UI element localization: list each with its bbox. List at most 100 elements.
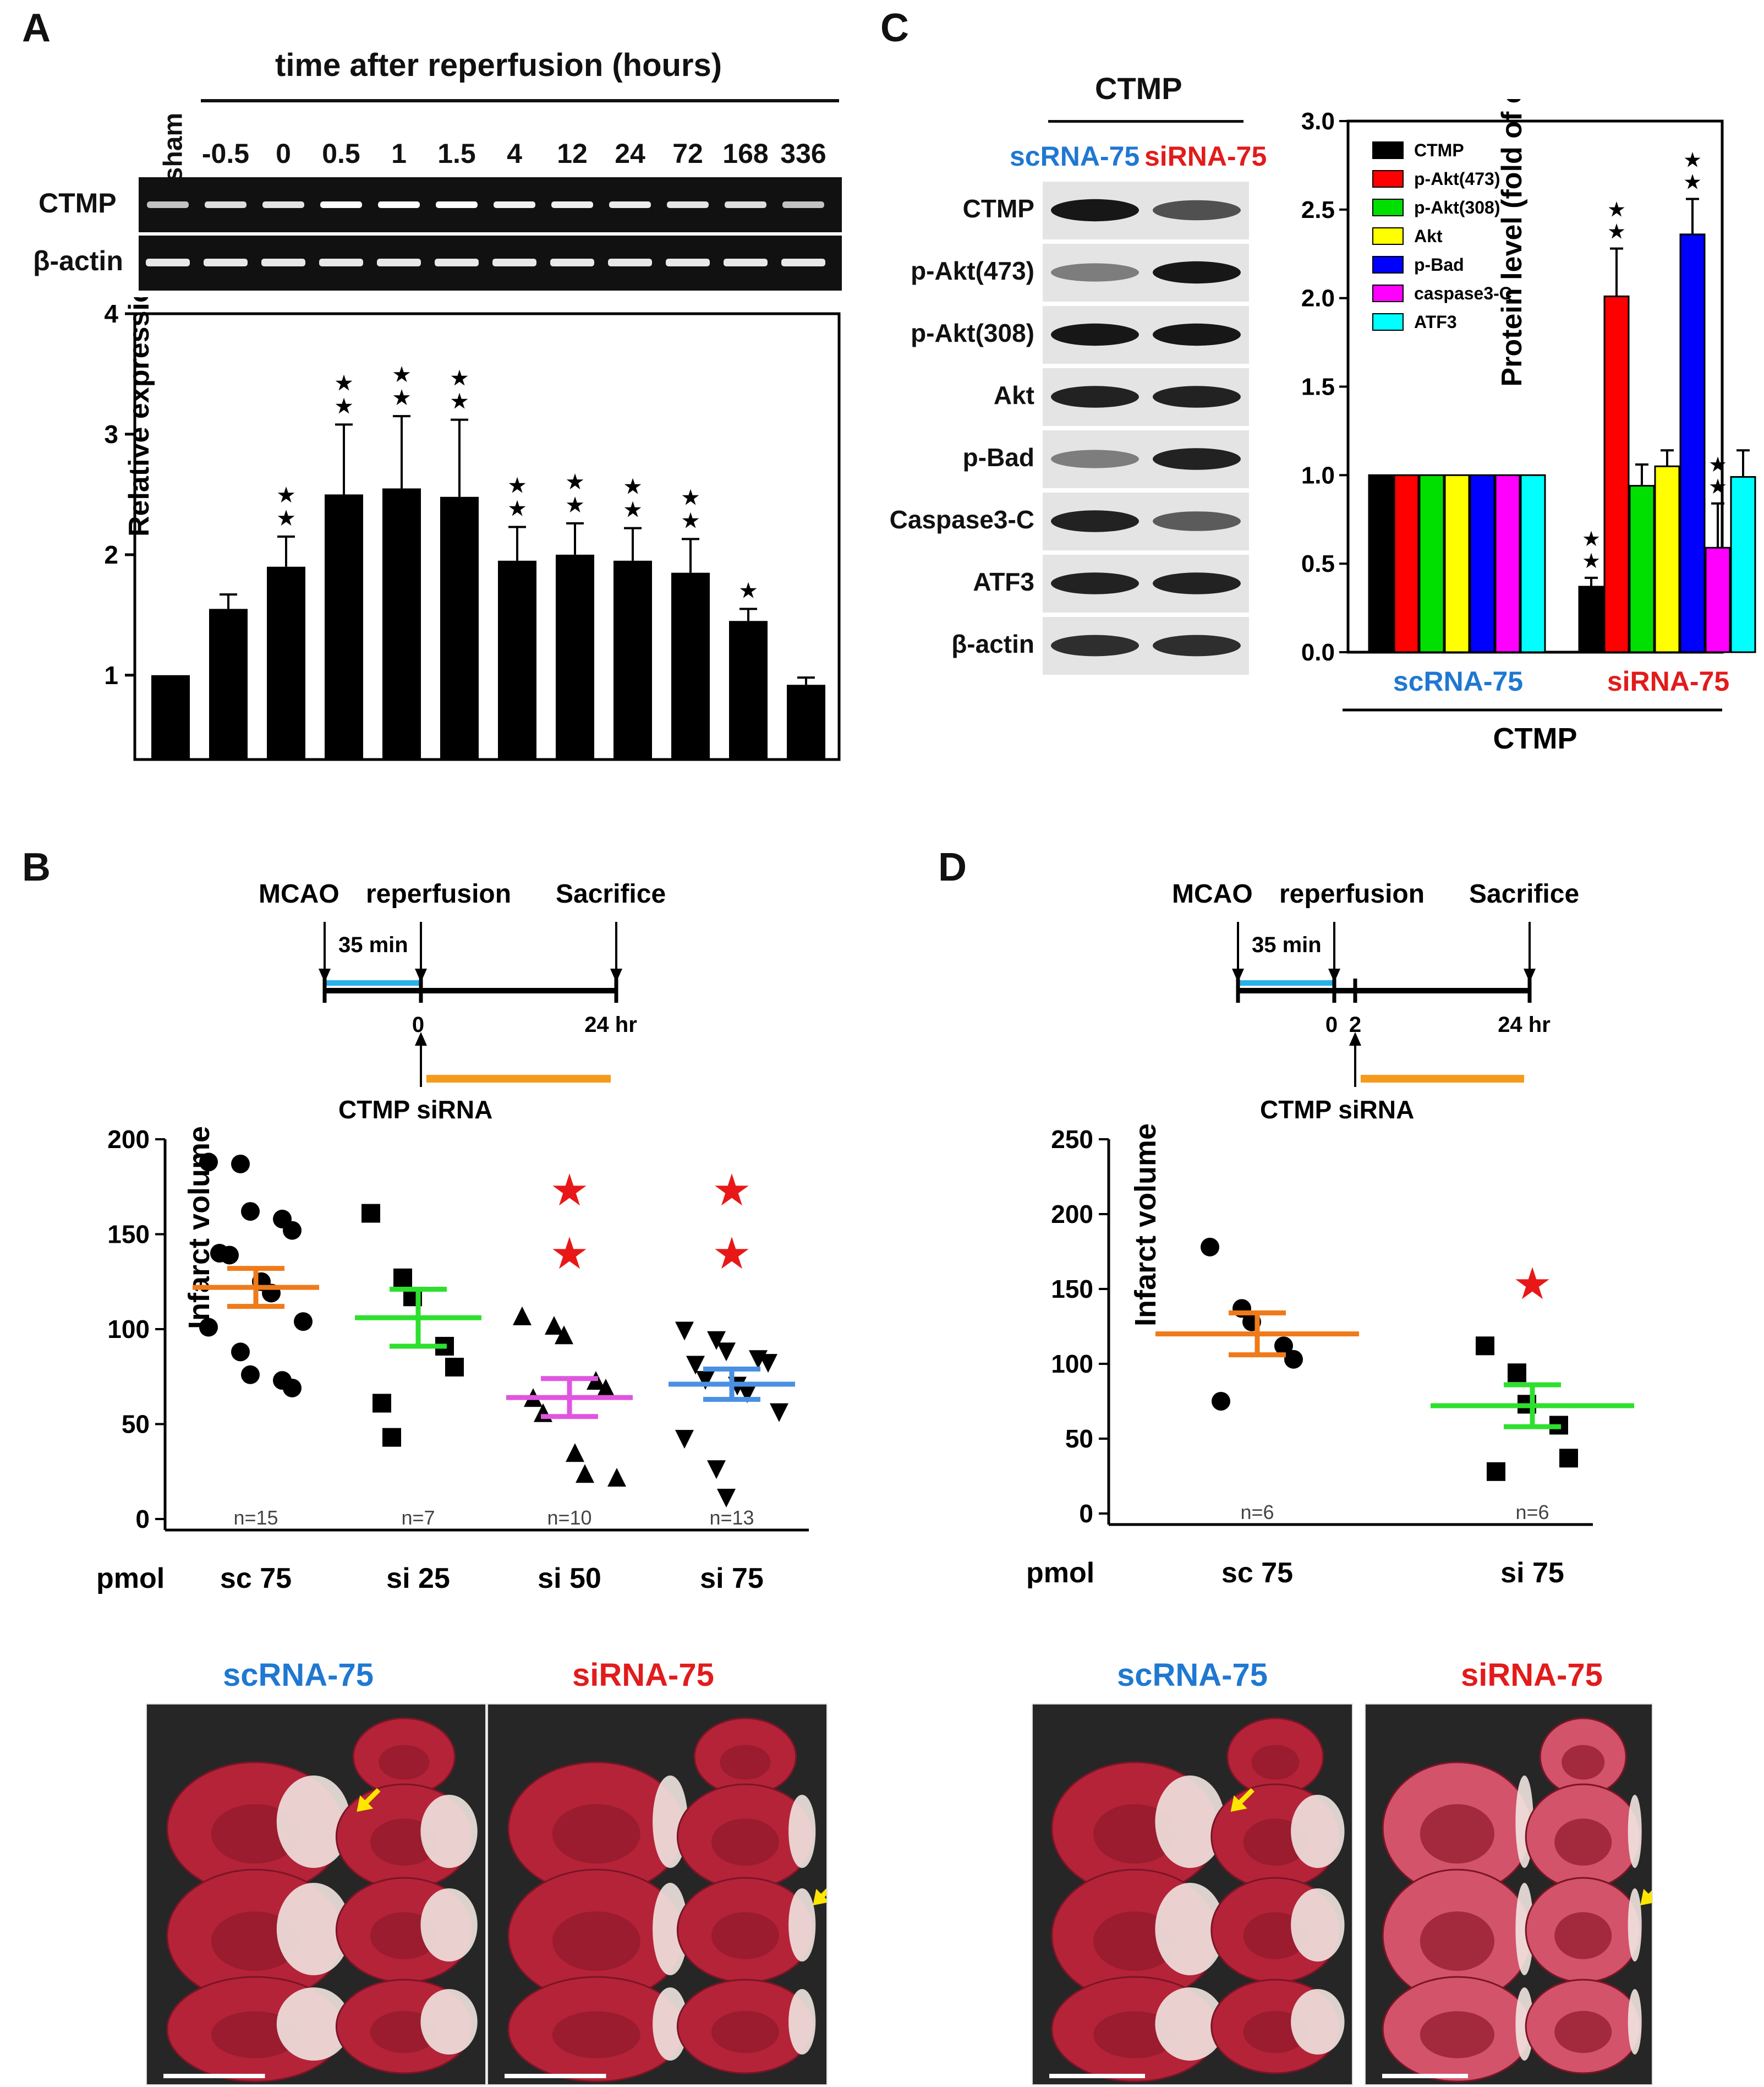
data-point — [513, 1306, 532, 1325]
group-label-1: si 25 — [386, 1562, 450, 1594]
group-label-3: si 75 — [700, 1562, 764, 1594]
brain-slice-core — [711, 1912, 779, 1959]
data-point — [241, 1202, 260, 1221]
lane-label-10: 168 — [722, 138, 769, 169]
blot-row-label-4: p-Bad — [962, 443, 1034, 472]
significance-star: ★ — [1683, 170, 1702, 194]
group-label-1: si 75 — [1500, 1557, 1564, 1589]
panel-b-scatter-chart: 0 50 100 150 200 Infarct volume (mm³) pmol sc 7… — [96, 1117, 809, 1594]
y-tick-label: 200 — [107, 1125, 150, 1154]
data-point — [696, 1371, 715, 1390]
panel-c-lane-sirna: siRNA-75 — [1144, 141, 1267, 172]
infarct-area — [420, 1989, 478, 2055]
timeline-t2: 2 — [1349, 1013, 1361, 1037]
timeline-treatment-label: CTMP siRNA — [338, 1095, 492, 1123]
ctmp-band-8 — [609, 201, 651, 208]
timeline-treatment-arrowhead — [1349, 1032, 1361, 1046]
significance-star: ★ — [334, 394, 354, 419]
infarct-area — [1628, 1989, 1642, 2055]
data-point — [1212, 1392, 1230, 1411]
significance-star: ★ — [1708, 452, 1727, 477]
brain-slice-core — [1554, 1912, 1612, 1959]
blot-strip-svg — [1051, 635, 1241, 657]
data-point — [707, 1460, 726, 1479]
legend-label-CTMP: CTMP — [1414, 140, 1464, 160]
y-axis-title: Infarct volume (mm³) — [1129, 1117, 1162, 1326]
bar-p-Akt(308)-scRNA-75 — [1418, 474, 1445, 653]
blot-band — [1153, 323, 1241, 346]
lane-label-5: 1.5 — [437, 138, 476, 169]
y-tick-label: 0 — [135, 1505, 150, 1533]
timeline-reperfusion: reperfusion — [366, 879, 511, 909]
blot-band — [1153, 261, 1241, 284]
group-n-3: n=13 — [709, 1506, 754, 1529]
lane-label-11: 336 — [780, 138, 826, 169]
actin-band-7 — [550, 259, 594, 266]
lane-label-3: 0.5 — [322, 138, 360, 169]
brain-slice-core — [552, 2011, 640, 2058]
infarct-area — [653, 1987, 688, 2061]
y-tick-label: 100 — [107, 1315, 150, 1343]
bar-12 — [556, 554, 594, 760]
timeline-reperfusion: reperfusion — [1279, 879, 1425, 909]
infarct-area — [788, 1989, 816, 2055]
ctmp-band-9 — [667, 201, 709, 208]
bar-p-Akt(473)-siRNA-75 — [1603, 295, 1630, 653]
group-n-1: n=7 — [401, 1506, 435, 1529]
data-point — [231, 1342, 250, 1362]
y-tick-label: 0.5 — [1301, 550, 1335, 577]
significance-star: ★ — [712, 1228, 752, 1279]
significance-star: ★ — [681, 485, 700, 510]
lane-label-7: 12 — [557, 138, 588, 169]
y-tick-label: 0 — [1079, 1499, 1093, 1528]
y-axis-title: Infarct volume (mm³) — [183, 1117, 216, 1329]
actin-band-11 — [781, 259, 825, 266]
legend-swatch-p-Bad — [1372, 256, 1404, 274]
data-point — [372, 1394, 391, 1413]
ctmp-band-6 — [494, 201, 535, 208]
significance-star: ★ — [450, 366, 469, 391]
infarct-area — [1155, 1883, 1225, 1975]
infarct-area — [1628, 1888, 1642, 1962]
ctmp-band-2 — [262, 201, 304, 208]
timeline-arrowhead — [319, 969, 331, 982]
y-tick-label: 250 — [1051, 1125, 1093, 1154]
brain-slice-core — [1420, 1804, 1494, 1864]
lane-label-0: sham — [158, 112, 188, 182]
data-point — [607, 1468, 626, 1487]
blot-row-label-6: ATF3 — [973, 567, 1034, 596]
actin-band-1 — [204, 259, 248, 266]
infarct-area — [653, 1883, 688, 1975]
significance-star: ★ — [1607, 198, 1626, 222]
ctmp-band-11 — [782, 201, 824, 208]
infarct-arrowhead — [1640, 1889, 1657, 1905]
lane-label-2: 0 — [276, 138, 291, 169]
significance-star: ★ — [334, 370, 354, 396]
panel-c-blot-title-line — [1048, 120, 1243, 123]
blot-label-ctmp: CTMP — [39, 188, 117, 218]
timeline-treatment-label: CTMP siRNA — [1260, 1095, 1414, 1123]
panel-b-photo-label-sirna: siRNA-75 — [572, 1657, 714, 1693]
blot-row-label-3: Akt — [993, 381, 1034, 409]
blot-label-actin: β-actin — [33, 245, 123, 276]
blot-row-label-1: p-Akt(473) — [911, 256, 1034, 285]
brain-slice-core — [1554, 1818, 1612, 1866]
significance-star: ★ — [1683, 148, 1702, 172]
bar--0.5 — [209, 609, 248, 760]
actin-band-2 — [261, 259, 305, 266]
data-point — [717, 1342, 736, 1362]
data-point — [294, 1312, 313, 1331]
timeline-duration: 35 min — [338, 933, 408, 957]
group-n-1: n=6 — [1515, 1501, 1549, 1523]
blot-band — [1051, 386, 1139, 408]
blot-strip-svg — [1051, 323, 1241, 346]
data-point — [283, 1221, 302, 1240]
bar-p-Bad-siRNA-75 — [1679, 233, 1706, 653]
infarct-area — [1155, 1987, 1225, 2061]
panel-b-photo-label-scrna: scRNA-75 — [223, 1657, 374, 1693]
data-point — [1284, 1350, 1303, 1369]
infarct-area — [276, 1987, 351, 2061]
brain-slice-core — [1562, 1745, 1605, 1780]
brain-slice-core — [1420, 1911, 1494, 1971]
legend-swatch-caspase3-C — [1372, 285, 1404, 302]
